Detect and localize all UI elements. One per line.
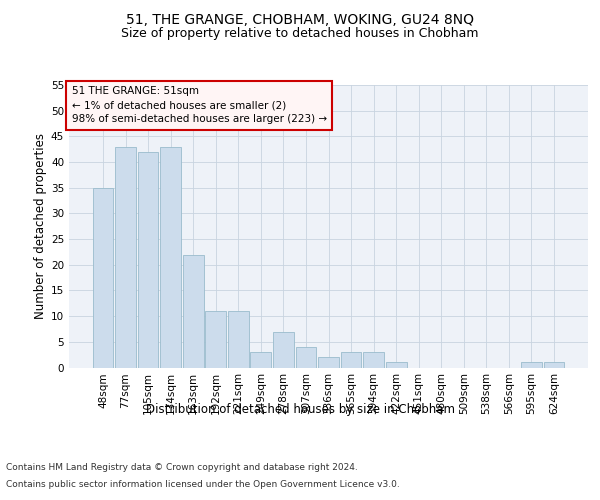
Bar (521, 362, 542, 368)
Bar (115, 146, 136, 368)
Bar (228, 311, 248, 368)
Bar (250, 352, 271, 368)
Bar (386, 362, 407, 368)
Bar (318, 357, 339, 368)
Bar (341, 352, 361, 368)
Bar (296, 347, 316, 368)
Text: Size of property relative to detached houses in Chobham: Size of property relative to detached ho… (121, 28, 479, 40)
Bar (205, 311, 226, 368)
Text: Distribution of detached houses by size in Chobham: Distribution of detached houses by size … (146, 402, 455, 415)
Bar (137, 152, 158, 368)
Bar (273, 332, 294, 368)
Text: 51 THE GRANGE: 51sqm
← 1% of detached houses are smaller (2)
98% of semi-detache: 51 THE GRANGE: 51sqm ← 1% of detached ho… (71, 86, 327, 124)
Y-axis label: Number of detached properties: Number of detached properties (34, 133, 47, 320)
Text: Contains public sector information licensed under the Open Government Licence v3: Contains public sector information licen… (6, 480, 400, 489)
Bar (92, 188, 113, 368)
Bar (363, 352, 384, 368)
Bar (160, 146, 181, 368)
Bar (544, 362, 565, 368)
Bar (183, 254, 203, 368)
Text: Contains HM Land Registry data © Crown copyright and database right 2024.: Contains HM Land Registry data © Crown c… (6, 462, 358, 471)
Text: 51, THE GRANGE, CHOBHAM, WOKING, GU24 8NQ: 51, THE GRANGE, CHOBHAM, WOKING, GU24 8N… (126, 12, 474, 26)
